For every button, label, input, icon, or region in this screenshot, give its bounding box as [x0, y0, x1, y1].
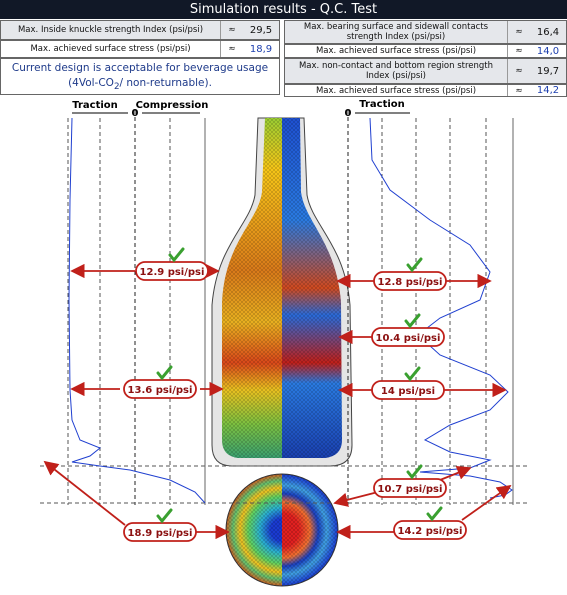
cell: 14,0: [536, 45, 560, 57]
check-mark: [404, 313, 421, 329]
note-sub: 2: [113, 82, 120, 93]
check-mark: [406, 257, 423, 273]
grid: [40, 110, 530, 505]
callout: 18.9 psi/psi: [43, 460, 230, 542]
check-mark: [156, 508, 173, 524]
cell: ≈: [507, 59, 530, 83]
check-mark: [406, 464, 423, 480]
cell: 19,7: [536, 65, 560, 77]
callout: 14.2 psi/psi: [336, 484, 512, 540]
cell: Max. achieved surface stress (psi/psi): [315, 46, 477, 56]
callout: 10.4 psi/psi: [338, 313, 445, 347]
left-curve: [68, 117, 206, 504]
callout-box: [373, 271, 447, 291]
cell: Max. bearing surface and sidewall contac…: [303, 22, 489, 42]
compression-label: Compression: [136, 100, 209, 111]
zero-label: 0: [345, 108, 352, 119]
cell: Max. Inside knuckle strength Index (psi/…: [17, 25, 204, 35]
note: Current design is acceptable for beverag…: [0, 58, 280, 95]
callout-label: 12.9 psi/psi: [140, 267, 205, 278]
right-curve: [369, 117, 513, 499]
callout-label: 13.6 psi/psi: [128, 385, 193, 396]
note-text: / non-returnable).: [119, 77, 212, 89]
traction-label: Traction: [72, 100, 118, 111]
callout-box: [123, 522, 197, 542]
callout-box: [371, 380, 445, 400]
note-text: Current design is acceptable for beverag…: [11, 62, 269, 89]
cell: ≈: [507, 45, 530, 57]
callout-label: 10.7 psi/psi: [378, 484, 443, 495]
callout-label: 14 psi/psi: [381, 386, 435, 397]
check-mark: [156, 365, 173, 381]
callout: 12.8 psi/psi: [336, 257, 492, 291]
callout-label: 10.4 psi/psi: [376, 333, 441, 344]
callout: 14 psi/psi: [338, 366, 507, 400]
table-row: Max. achieved surface stress (psi/psi) ≈1…: [0, 40, 280, 58]
header-title: Simulation results - Q.C. Test: [0, 0, 567, 19]
cell: ≈: [220, 41, 243, 57]
check-mark: [168, 247, 185, 263]
callout-label: 12.8 psi/psi: [378, 277, 443, 288]
table-row: Max. Inside knuckle strength Index (psi/…: [0, 20, 280, 40]
traction-label: Traction: [359, 99, 405, 110]
callout-box: [135, 261, 209, 281]
table-row: Max. non-contact and bottom region stren…: [284, 58, 567, 84]
cell: ≈: [220, 21, 243, 39]
cell: ≈: [507, 21, 530, 43]
cell: Max. non-contact and bottom region stren…: [298, 61, 494, 81]
axis-labels: Traction Compression 0 Traction 0: [72, 99, 405, 119]
cell: Max. achieved surface stress (psi/psi): [315, 85, 477, 96]
cell: 18,9: [249, 43, 273, 55]
bottle: [211, 117, 353, 587]
callout-arrow: [333, 491, 379, 507]
cell: Max. achieved surface stress (psi/psi): [30, 44, 191, 54]
check-mark: [426, 506, 443, 522]
callout-label: 14.2 psi/psi: [398, 526, 463, 537]
check-mark: [404, 366, 421, 382]
callout-arrow: [439, 465, 472, 481]
callout-box: [373, 478, 447, 498]
cell: 14,2: [536, 85, 560, 96]
callout-arrow: [461, 484, 512, 521]
callout-box: [123, 379, 197, 399]
callout-box: [371, 327, 445, 347]
zero-label: 0: [132, 108, 139, 119]
callout: 12.9 psi/psi: [70, 247, 220, 281]
table-row: Max. bearing surface and sidewall contac…: [284, 20, 567, 44]
cell: ≈: [507, 85, 530, 96]
callout: 13.6 psi/psi: [70, 365, 224, 399]
callout-label: 18.9 psi/psi: [128, 528, 193, 539]
callout-arrow: [43, 460, 126, 526]
callout: 10.7 psi/psi: [333, 464, 472, 507]
callout-box: [393, 520, 467, 540]
cell: 29,5: [249, 24, 273, 36]
cell: 16,4: [536, 26, 560, 38]
